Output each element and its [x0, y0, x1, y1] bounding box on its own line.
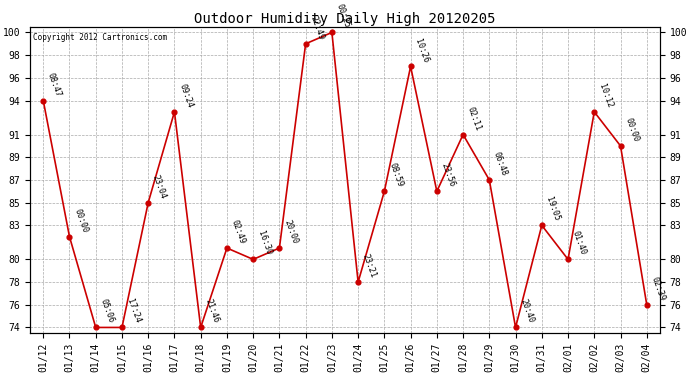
Point [536, 222, 547, 228]
Text: 02:39: 02:39 [649, 275, 667, 302]
Text: 16:30: 16:30 [256, 230, 273, 256]
Text: 06:48: 06:48 [492, 151, 509, 177]
Point [457, 132, 469, 138]
Text: 10:26: 10:26 [413, 37, 431, 64]
Text: 20:00: 20:00 [282, 219, 299, 245]
Text: 23:04: 23:04 [151, 173, 168, 200]
Text: 20:40: 20:40 [518, 298, 535, 325]
Text: 17:24: 17:24 [125, 298, 141, 325]
Text: 00:25: 00:25 [335, 3, 352, 30]
Point [143, 200, 154, 206]
Point [221, 245, 233, 251]
Point [641, 302, 652, 308]
Point [248, 256, 259, 262]
Text: Copyright 2012 Cartronics.com: Copyright 2012 Cartronics.com [33, 33, 168, 42]
Point [484, 177, 495, 183]
Point [510, 324, 521, 330]
Title: Outdoor Humidity Daily High 20120205: Outdoor Humidity Daily High 20120205 [195, 12, 495, 26]
Text: 01:40: 01:40 [571, 230, 588, 256]
Point [589, 109, 600, 115]
Point [90, 324, 101, 330]
Text: 23:56: 23:56 [440, 162, 457, 189]
Text: 08:47: 08:47 [46, 71, 63, 98]
Text: 23:21: 23:21 [361, 253, 378, 279]
Text: 02:49: 02:49 [230, 219, 247, 245]
Text: 00:00: 00:00 [72, 207, 89, 234]
Point [326, 30, 337, 36]
Point [38, 98, 49, 104]
Point [300, 41, 311, 47]
Point [64, 234, 75, 240]
Text: 19:05: 19:05 [544, 196, 562, 222]
Text: 21:46: 21:46 [204, 298, 221, 325]
Point [353, 279, 364, 285]
Text: 22:49: 22:49 [308, 15, 326, 41]
Point [195, 324, 206, 330]
Text: 10:12: 10:12 [597, 82, 614, 109]
Point [169, 109, 180, 115]
Point [615, 143, 626, 149]
Text: 09:24: 09:24 [177, 82, 194, 109]
Point [562, 256, 573, 262]
Text: 08:59: 08:59 [387, 162, 404, 189]
Point [405, 63, 416, 69]
Point [431, 188, 442, 194]
Point [379, 188, 390, 194]
Point [117, 324, 128, 330]
Text: 00:00: 00:00 [623, 117, 640, 143]
Point [274, 245, 285, 251]
Text: 02:11: 02:11 [466, 105, 483, 132]
Text: 05:06: 05:06 [99, 298, 115, 325]
